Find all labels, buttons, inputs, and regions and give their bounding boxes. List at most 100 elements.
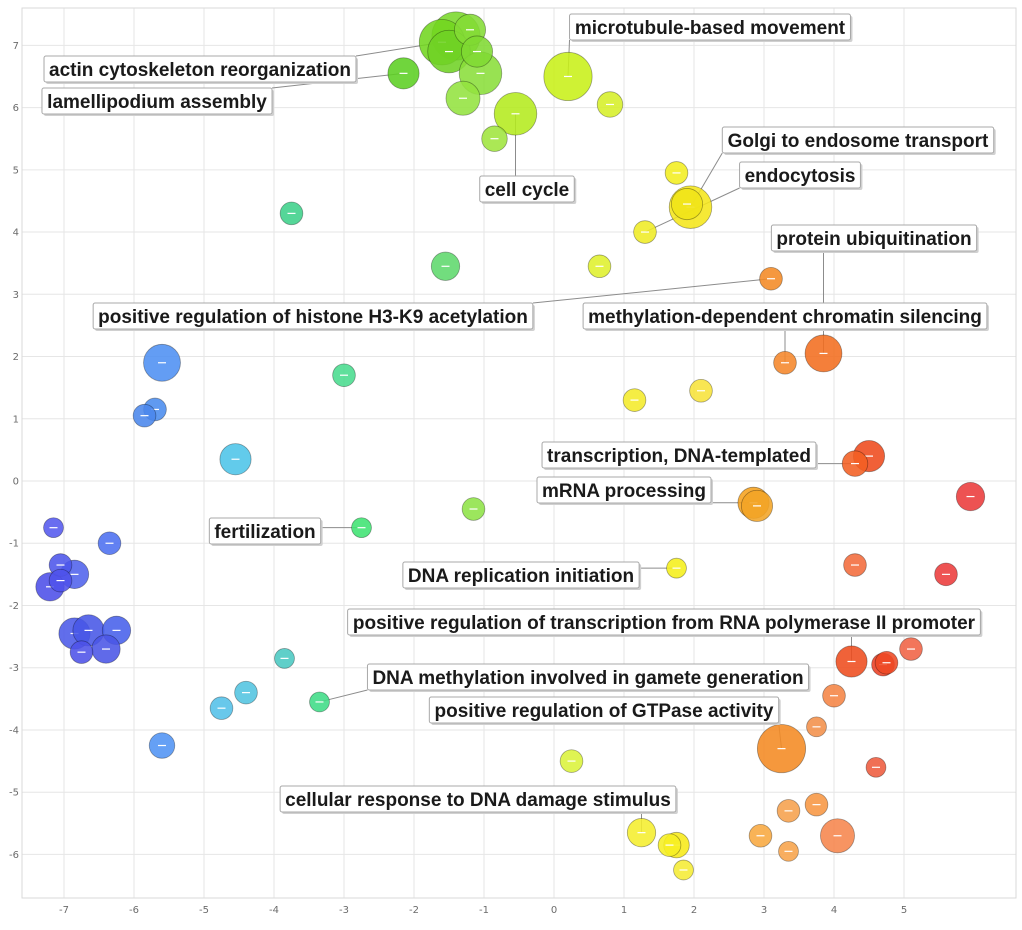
data-point [626,818,657,848]
annotation-box [41,87,273,115]
data-point [759,266,783,291]
annotation: positive regulation of histone H3-K9 ace… [92,302,535,331]
data-point [664,161,689,185]
y-tick-label: 3 [13,290,19,301]
data-point [596,91,624,118]
data-point [43,517,64,539]
data-point [351,517,372,539]
y-tick-label: 4 [13,228,19,239]
data-point [955,481,986,512]
annotation: lamellipodium assembly [41,87,275,116]
y-tick-label: 5 [13,165,19,176]
annotation-leader [532,278,772,304]
data-points [35,11,986,881]
annotation: positive regulation of GTPase activity [428,696,781,725]
annotation-label: mRNA processing [542,481,706,502]
data-point [279,201,304,226]
annotation-box [739,161,861,189]
data-point [740,489,774,522]
annotation: Golgi to endosome transport [721,126,996,155]
annotation-box [347,608,981,636]
annotation-box [279,785,677,813]
annotation-box [770,224,978,252]
annotation-box [208,517,322,545]
x-tick-label: 1 [621,905,627,916]
data-point [430,251,461,281]
y-tick-label: -4 [9,725,19,736]
x-tick-label: -6 [129,905,139,916]
data-point [804,792,829,817]
annotation-box [582,302,988,330]
data-point [756,724,807,774]
annotation-box [92,302,534,330]
annotation-label: methylation-dependent chromatin silencin… [588,307,982,328]
annotation: transcription, DNA-templated [541,441,818,470]
annotation: microtubule-based movement [569,13,853,42]
x-tick-label: -7 [59,905,69,916]
annotation-label: DNA replication initiation [408,566,634,587]
data-point [820,818,855,854]
data-point [219,443,252,476]
data-point [806,716,827,738]
data-point [822,683,846,708]
x-tick-label: -5 [199,905,209,916]
data-point [934,562,958,587]
data-point [899,637,923,661]
annotation: protein ubiquitination [770,224,979,253]
annotation-label: DNA methylation involved in gamete gener… [372,668,803,689]
x-tick-label: 4 [831,905,837,916]
data-point [689,379,713,403]
data-point [445,80,481,116]
data-point [778,840,799,862]
annotation-label: actin cytoskeleton reorganization [49,60,351,81]
x-tick-label: -2 [409,905,419,916]
y-tick-label: -1 [9,539,19,550]
annotation-label: transcription, DNA-templated [547,446,811,467]
y-tick-label: 1 [13,414,19,425]
annotation-label: fertilization [214,522,315,543]
annotation: methylation-dependent chromatin silencin… [582,302,989,331]
data-point [143,343,181,382]
data-point [148,732,176,759]
annotation-label: positive regulation of GTPase activity [435,701,774,722]
data-point [587,254,612,279]
data-point [209,696,234,720]
y-tick-label: 7 [13,41,19,52]
data-point [804,334,843,373]
annotation-box [721,126,995,154]
annotation-box [569,13,851,41]
y-tick-label: 2 [13,352,19,363]
annotation-box [366,663,810,691]
annotations: microtubule-based movement actin cytoskel… [41,13,996,814]
data-point [460,35,494,68]
x-tick-label: 0 [551,905,557,916]
annotation: cellular response to DNA damage stimulus [279,785,678,814]
data-point [622,388,647,412]
y-tick-label: -3 [9,663,19,674]
data-point [666,557,687,579]
annotation-box [428,696,780,724]
data-point [673,859,694,881]
data-point [657,833,682,857]
data-point [748,824,773,848]
data-point [633,220,657,244]
annotation-label: lamellipodium assembly [47,92,267,113]
annotation: mRNA processing [536,476,713,505]
annotation: cell cycle [479,175,577,204]
data-point [332,363,356,387]
annotation-box [43,55,357,83]
data-point [773,350,797,375]
data-point [843,553,867,577]
annotation: endocytosis [739,161,863,190]
data-point [234,680,258,705]
annotation-label: positive regulation of transcription fro… [353,613,976,634]
annotation-box [402,561,640,589]
annotation-label: protein ubiquitination [776,229,971,250]
annotation-label: endocytosis [745,166,856,187]
annotation: DNA replication initiation [402,561,642,590]
data-point [69,640,94,664]
y-tick-label: -2 [9,601,19,612]
x-tick-label: 3 [761,905,767,916]
data-point [48,568,73,593]
